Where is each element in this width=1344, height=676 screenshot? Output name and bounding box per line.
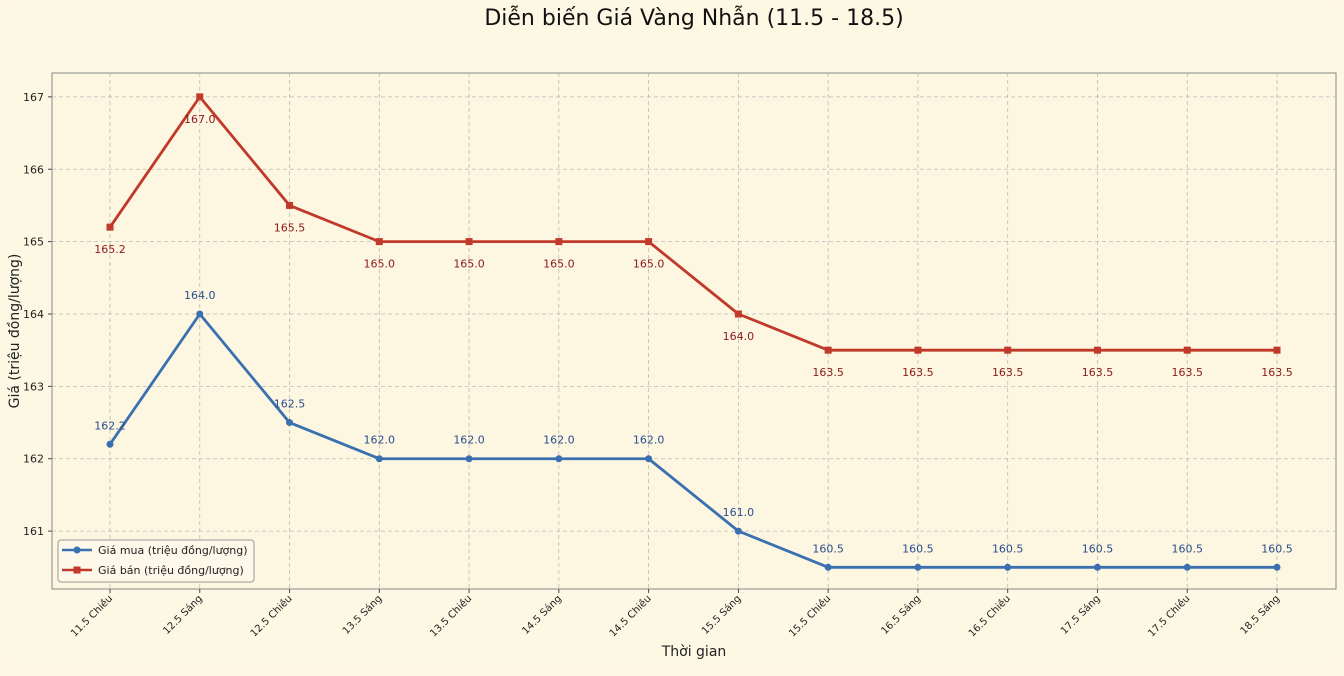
legend-label-sell: Giá bán (triệu đồng/lượng): [98, 564, 244, 577]
chart-title: Diễn biến Giá Vàng Nhẫn (11.5 - 18.5): [484, 5, 903, 31]
y-axis-ticks: 161 162 163 164 165 166 167: [23, 91, 52, 538]
data-label-sell: 163.5: [1261, 366, 1293, 379]
y-tick-label: 164: [23, 308, 44, 321]
data-label-sell: 164.0: [723, 330, 755, 343]
data-label-sell: 165.0: [633, 258, 665, 271]
y-tick-label: 167: [23, 91, 44, 104]
y-tick-label: 165: [23, 236, 44, 249]
plot-area: [51, 72, 1337, 590]
data-point-buy: [555, 455, 563, 463]
data-label-buy: 160.5: [1082, 542, 1114, 555]
x-tick-label: 16.5 Sáng: [879, 593, 923, 637]
data-label-buy: 161.0: [723, 506, 755, 519]
data-label-sell: 165.5: [274, 221, 306, 234]
data-point-sell: [1004, 346, 1012, 354]
data-point-buy: [375, 455, 383, 463]
x-tick-label: 15.5 Chiều: [787, 593, 834, 640]
x-tick-label: 12.5 Chiều: [248, 593, 295, 640]
data-label-buy: 160.5: [1261, 542, 1293, 555]
data-label-sell: 165.0: [453, 258, 485, 271]
data-label-buy: 160.5: [812, 542, 844, 555]
series-line-buy: [108, 312, 1277, 569]
data-point-sell: [196, 93, 204, 101]
data-point-sell: [824, 346, 832, 354]
data-point-buy: [465, 455, 473, 463]
data-label-sell: 163.5: [992, 366, 1024, 379]
legend-marker-sell: [73, 566, 81, 574]
x-tick-label: 16.5 Chiều: [966, 593, 1013, 640]
data-point-buy: [1093, 563, 1101, 571]
grid: [52, 73, 1336, 589]
y-axis-label: Giá (triệu đồng/lượng): [6, 254, 23, 409]
data-label-buy: 160.5: [992, 542, 1024, 555]
series-group: 162.2 164.0 162.5 162.0 162.0 162.0 162.0 161.0…: [94, 93, 1293, 571]
data-point-sell: [555, 238, 563, 246]
x-tick-label: 18.5 Sáng: [1238, 593, 1282, 637]
data-label-sell: 165.0: [543, 258, 575, 271]
data-point-buy: [824, 563, 832, 571]
data-label-buy: 162.5: [274, 398, 306, 411]
y-tick-label: 162: [23, 453, 44, 466]
data-label-buy: 162.0: [364, 434, 396, 447]
data-point-sell: [1273, 346, 1281, 354]
x-tick-label: 17.5 Chiều: [1146, 593, 1193, 640]
y-tick-label: 161: [23, 525, 44, 538]
data-label-sell: 167.0: [184, 113, 216, 126]
data-point-buy: [1004, 563, 1012, 571]
data-label-buy: 164.0: [184, 289, 216, 302]
legend: Giá mua (triệu đồng/lượng) Giá bán (triệ…: [57, 539, 255, 583]
data-label-buy: 160.5: [902, 542, 934, 555]
x-tick-label: 14.5 Chiều: [607, 593, 654, 640]
data-point-buy: [914, 563, 922, 571]
data-point-buy: [286, 419, 294, 427]
data-point-sell: [106, 223, 114, 231]
data-point-sell: [734, 310, 742, 318]
x-tick-label: 12.5 Sáng: [161, 593, 205, 637]
y-tick-label: 163: [23, 380, 44, 393]
data-point-buy: [106, 440, 114, 448]
data-label-buy: 162.0: [453, 434, 485, 447]
data-point-sell: [465, 238, 473, 246]
data-label-sell: 163.5: [1082, 366, 1114, 379]
data-point-buy: [196, 310, 204, 318]
data-label-sell: 163.5: [902, 366, 934, 379]
x-tick-label: 13.5 Chiều: [427, 593, 474, 640]
data-point-sell: [645, 238, 653, 246]
x-axis-ticks: 11.5 Chiều 12.5 Sáng 12.5 Chiều 13.5 Sáng 13…: [68, 589, 1282, 639]
x-tick-label: 14.5 Sáng: [520, 593, 564, 637]
x-tick-label: 17.5 Sáng: [1058, 593, 1102, 637]
data-point-sell: [1183, 346, 1191, 354]
data-label-buy: 162.0: [543, 434, 575, 447]
legend-box: [57, 539, 255, 583]
x-tick-label: 13.5 Sáng: [340, 593, 384, 637]
y-tick-label: 166: [23, 163, 44, 176]
x-axis-label: Thời gian: [661, 644, 727, 660]
data-point-buy: [1273, 563, 1281, 571]
data-label-sell: 165.0: [364, 258, 396, 271]
data-point-sell: [375, 238, 383, 246]
data-label-buy: 160.5: [1171, 542, 1203, 555]
x-tick-label: 11.5 Chiều: [68, 593, 115, 640]
data-label-sell: 165.2: [94, 243, 126, 256]
data-point-sell: [286, 201, 294, 209]
x-tick-label: 15.5 Sáng: [699, 593, 743, 637]
data-label-buy: 162.2: [94, 419, 126, 432]
legend-marker-buy: [73, 546, 81, 554]
series-line-sell: [108, 95, 1277, 352]
data-point-sell: [914, 346, 922, 354]
data-label-buy: 162.0: [633, 434, 665, 447]
data-point-buy: [645, 455, 653, 463]
data-point-buy: [734, 527, 742, 535]
legend-label-buy: Giá mua (triệu đồng/lượng): [98, 544, 248, 557]
data-label-sell: 163.5: [1171, 366, 1203, 379]
data-point-sell: [1093, 346, 1101, 354]
data-point-buy: [1183, 563, 1191, 571]
data-label-sell: 163.5: [812, 366, 844, 379]
